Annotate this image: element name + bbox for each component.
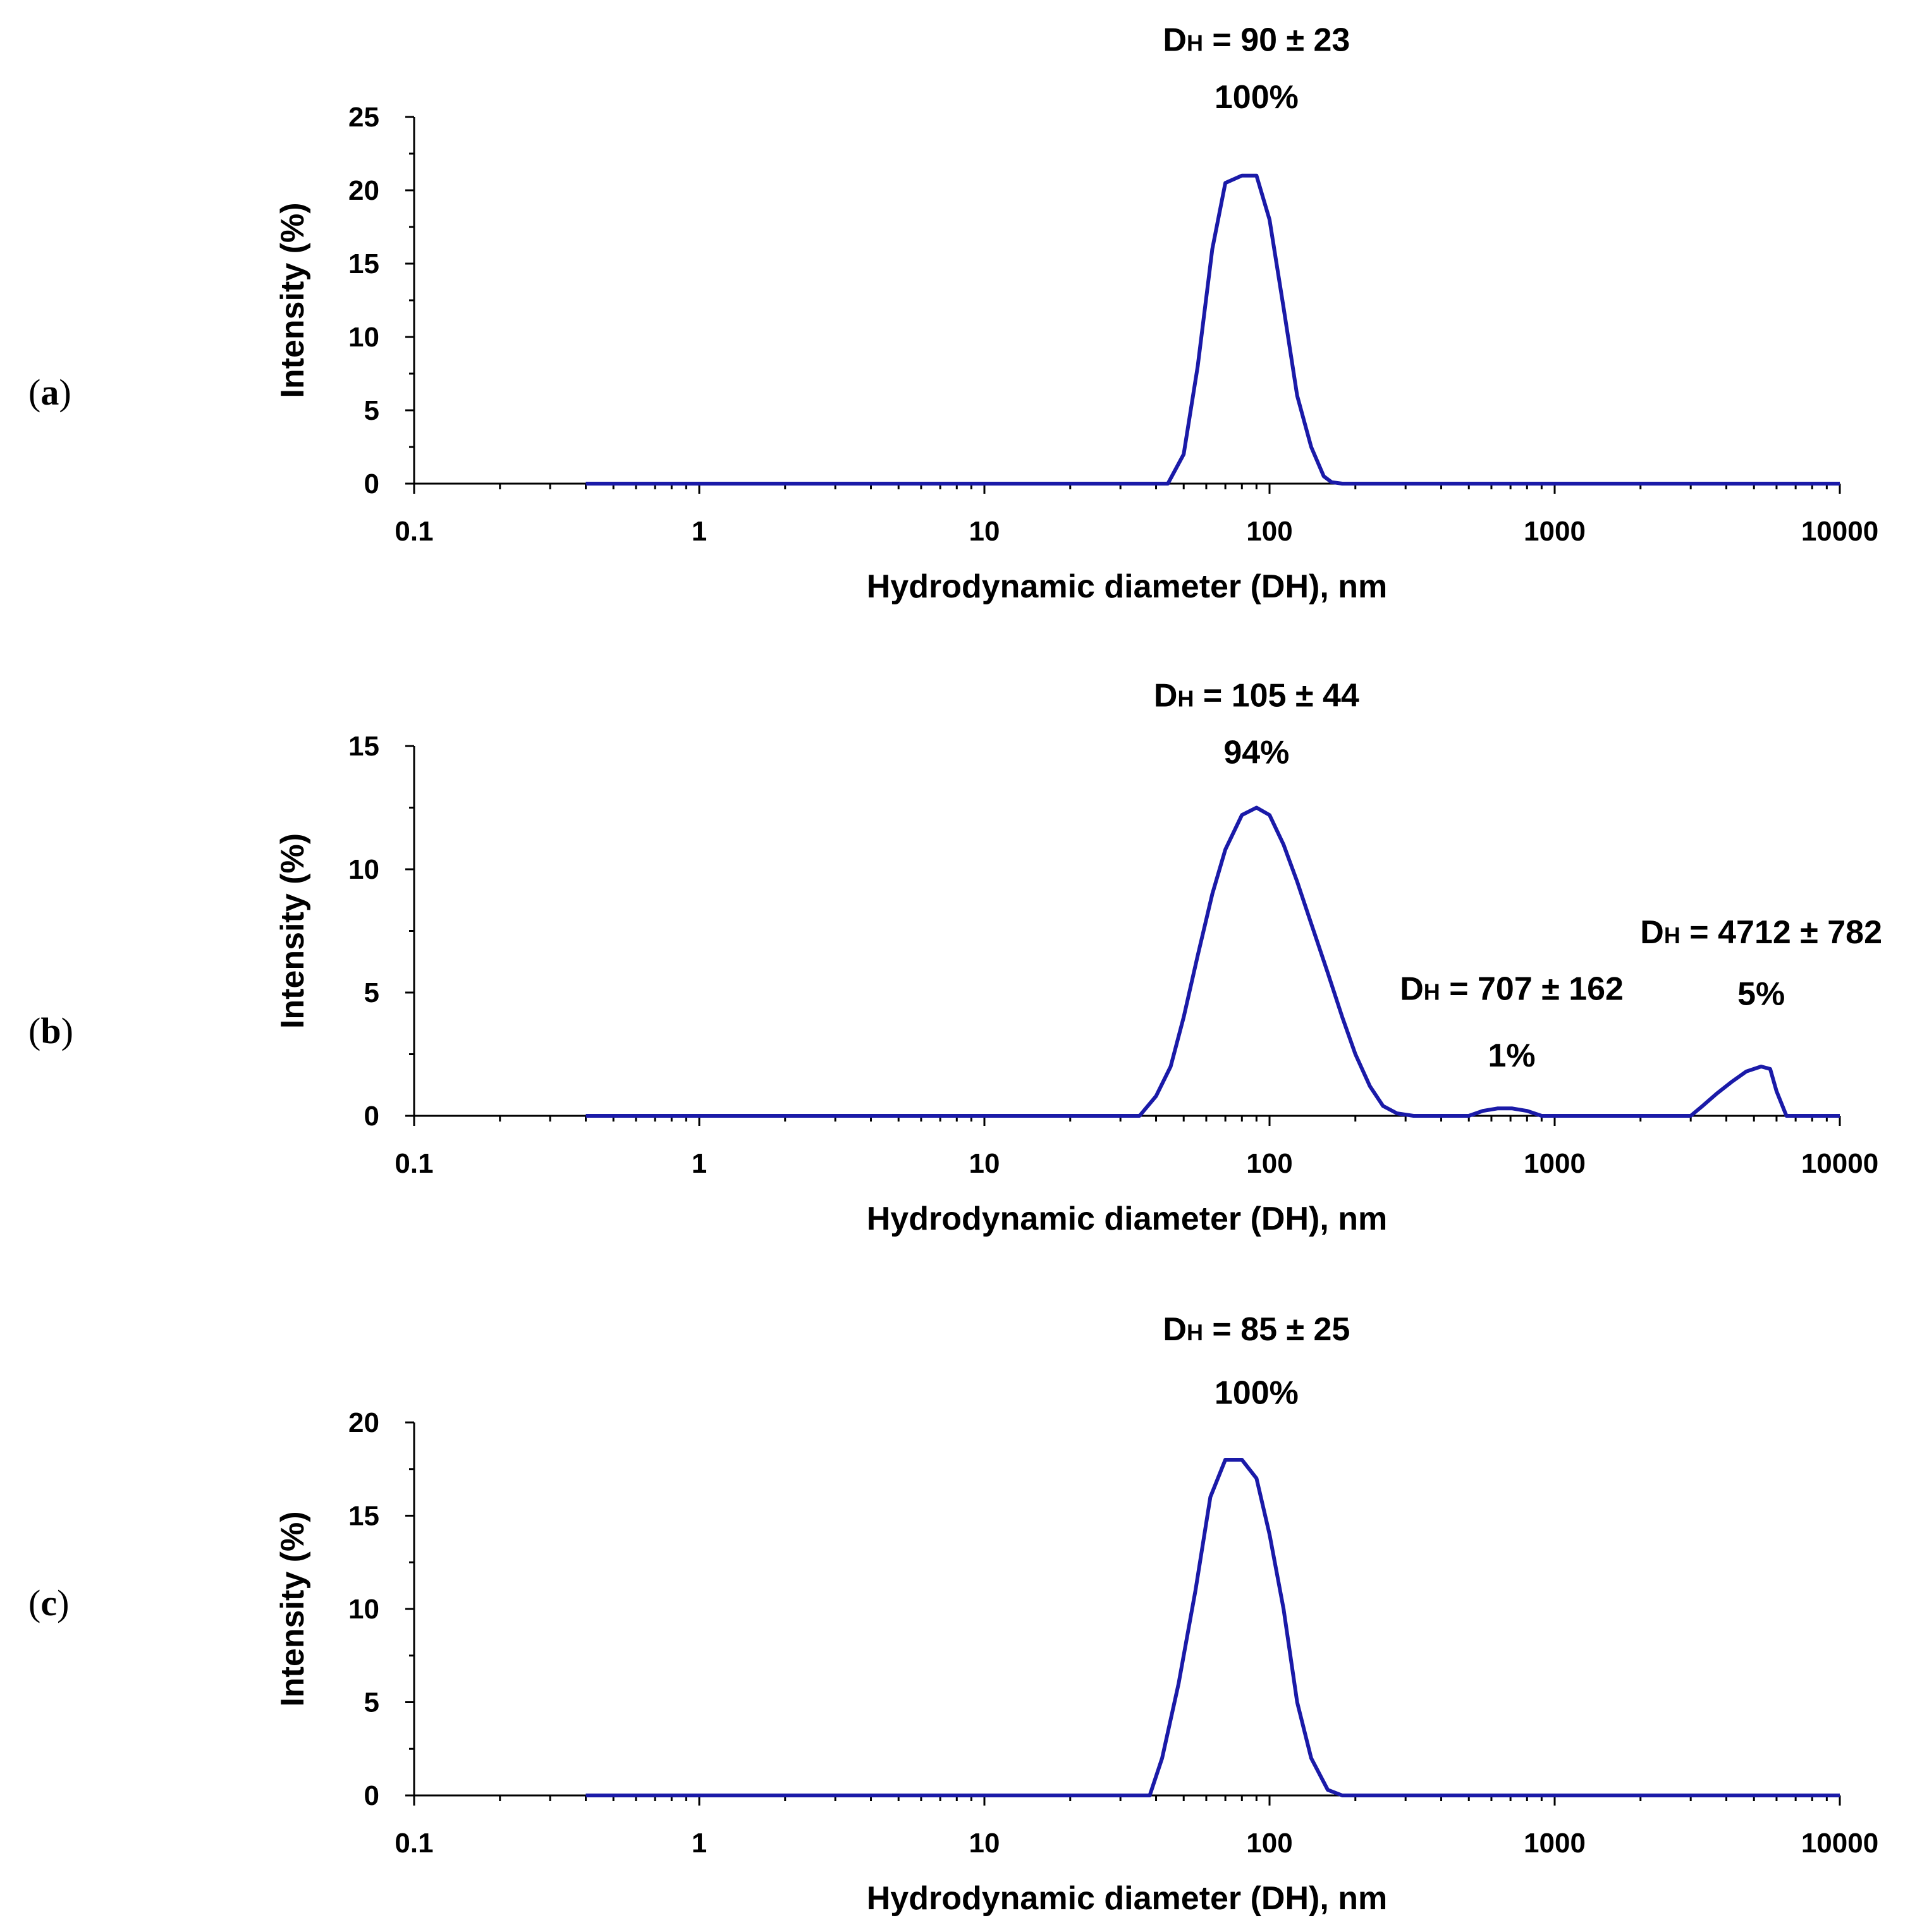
x-tick-label: 1 bbox=[692, 1828, 707, 1859]
x-tick-label: 1 bbox=[692, 516, 707, 547]
peak-annotation-size: DH = 4712 ± 782 bbox=[1640, 914, 1882, 951]
annotation-subscript: H bbox=[1424, 979, 1440, 1005]
annotation-value: = 4712 ± 782 bbox=[1680, 914, 1882, 951]
panel-a: (a) 0 5 10 15 20 25 0.1 1 10 100 1000 10000 Hydrodyna… bbox=[28, 22, 1878, 605]
panel-label: (c) bbox=[28, 1582, 69, 1623]
y-tick-label: 15 bbox=[348, 731, 379, 762]
y-tick-label: 10 bbox=[348, 1594, 379, 1625]
annotation-subscript: H bbox=[1187, 1319, 1203, 1345]
y-tick-label: 0 bbox=[364, 468, 379, 499]
panel-label-letter: b bbox=[40, 1010, 61, 1051]
x-tick-label: 0.1 bbox=[395, 516, 433, 547]
x-axis-title: Hydrodynamic diameter (DH), nm bbox=[867, 568, 1388, 605]
annotation-value: = 707 ± 162 bbox=[1440, 971, 1624, 1008]
panel-c: (c) 0 5 10 15 20 0.1 1 10 100 1000 10000 Hydrodynami… bbox=[28, 1311, 1878, 1917]
x-tick-label: 10000 bbox=[1801, 1148, 1878, 1179]
x-tick-label: 10 bbox=[969, 1828, 1000, 1859]
series-line-intensity bbox=[585, 173, 1840, 486]
series-line-intensity bbox=[585, 1458, 1840, 1797]
y-axis-title: Intensity (%) bbox=[274, 833, 311, 1029]
x-tick-label: 1 bbox=[692, 1148, 707, 1179]
x-tick-label: 10 bbox=[969, 516, 1000, 547]
y-tick-label: 20 bbox=[348, 175, 379, 206]
peak-annotation-percent: 5% bbox=[1737, 976, 1785, 1013]
annotation-subscript: H bbox=[1177, 686, 1194, 712]
panel-label: (b) bbox=[28, 1010, 73, 1051]
peak-annotation-size: DH = 85 ± 25 bbox=[1163, 1311, 1350, 1348]
y-axis-title: Intensity (%) bbox=[274, 202, 311, 398]
x-tick-label: 1000 bbox=[1524, 1828, 1586, 1859]
x-tick-label: 10000 bbox=[1801, 1828, 1878, 1859]
peak-annotation-percent: 1% bbox=[1488, 1037, 1536, 1074]
x-tick-label: 100 bbox=[1246, 1148, 1292, 1179]
x-tick-label: 1000 bbox=[1524, 516, 1586, 547]
x-tick-label: 100 bbox=[1246, 1828, 1292, 1859]
y-tick-label: 15 bbox=[348, 1501, 379, 1532]
annotation-subscript: H bbox=[1187, 30, 1203, 56]
y-tick-label: 20 bbox=[348, 1407, 379, 1438]
annotation-d: D bbox=[1154, 678, 1178, 714]
y-tick-label: 5 bbox=[364, 977, 379, 1008]
panel-label: (a) bbox=[28, 372, 71, 413]
peak-annotation-size: DH = 90 ± 23 bbox=[1163, 22, 1350, 59]
y-tick-label: 25 bbox=[348, 102, 379, 133]
annotation-value: = 105 ± 44 bbox=[1194, 678, 1359, 714]
y-tick-label: 10 bbox=[348, 322, 379, 353]
peak-annotation-size: DH = 105 ± 44 bbox=[1154, 678, 1359, 714]
x-tick-label: 0.1 bbox=[395, 1148, 433, 1179]
peak-annotation-percent: 94% bbox=[1223, 734, 1289, 771]
y-tick-label: 5 bbox=[364, 1687, 379, 1718]
annotation-d: D bbox=[1400, 971, 1424, 1008]
x-axis-title: Hydrodynamic diameter (DH), nm bbox=[867, 1880, 1388, 1917]
panel-b: (b) 0 5 10 15 0.1 1 10 100 1000 10000 Hydrodynamic … bbox=[28, 678, 1882, 1237]
x-tick-label: 100 bbox=[1246, 516, 1292, 547]
y-tick-label: 0 bbox=[364, 1101, 379, 1132]
x-tick-label: 1000 bbox=[1524, 1148, 1586, 1179]
y-tick-label: 15 bbox=[348, 248, 379, 279]
panel-label-letter: c bbox=[40, 1582, 57, 1623]
peak-annotation-percent: 100% bbox=[1215, 79, 1299, 116]
annotation-d: D bbox=[1163, 22, 1187, 59]
annotation-d: D bbox=[1163, 1311, 1187, 1348]
x-tick-label: 10000 bbox=[1801, 516, 1878, 547]
annotation-d: D bbox=[1640, 914, 1664, 951]
y-tick-label: 5 bbox=[364, 395, 379, 426]
x-tick-label: 10 bbox=[969, 1148, 1000, 1179]
y-axis-title: Intensity (%) bbox=[274, 1511, 311, 1706]
peak-annotation-percent: 100% bbox=[1215, 1375, 1299, 1412]
panel-label-letter: a bbox=[40, 372, 59, 413]
x-axis-title: Hydrodynamic diameter (DH), nm bbox=[867, 1201, 1388, 1237]
annotation-value: = 90 ± 23 bbox=[1203, 22, 1350, 59]
annotation-value: = 85 ± 25 bbox=[1203, 1311, 1350, 1348]
x-tick-label: 0.1 bbox=[395, 1828, 433, 1859]
y-tick-label: 10 bbox=[348, 854, 379, 885]
peak-annotation-size: DH = 707 ± 162 bbox=[1400, 971, 1624, 1008]
y-tick-label: 0 bbox=[364, 1780, 379, 1811]
series-line-intensity bbox=[585, 805, 1840, 1118]
annotation-subscript: H bbox=[1664, 922, 1680, 948]
